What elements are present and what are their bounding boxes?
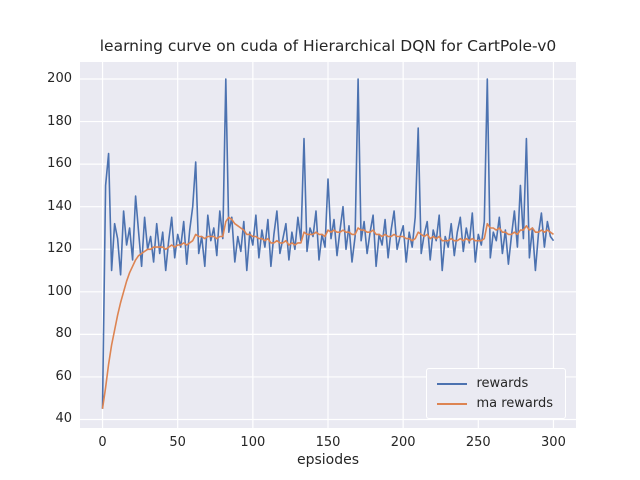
rewards-line	[101, 78, 555, 409]
legend-item-rewards: rewards	[437, 377, 553, 390]
x-tick-label: 200	[390, 435, 416, 450]
plot-svg	[80, 62, 576, 428]
x-axis-label: epsiodes	[296, 452, 360, 468]
x-tick-label: 250	[465, 435, 491, 450]
legend-item-ma-rewards: ma rewards	[437, 397, 553, 410]
y-tick-label: 100	[47, 283, 72, 299]
legend-label-ma-rewards: ma rewards	[476, 396, 553, 411]
plot-area: rewards ma rewards	[80, 62, 576, 428]
ma-rewards-line-swatch	[437, 402, 468, 405]
x-tick-label: 0	[98, 435, 107, 450]
y-tick-label: 200	[47, 71, 72, 87]
legend-label-rewards: rewards	[476, 376, 529, 391]
y-tick-label: 40	[55, 411, 72, 427]
x-tick-label: 300	[541, 435, 566, 450]
x-tick-label: 50	[169, 435, 186, 450]
y-tick-label: 80	[55, 326, 72, 342]
y-tick-label: 120	[47, 241, 72, 257]
legend: rewards ma rewards	[426, 368, 566, 419]
y-tick-label: 60	[55, 368, 72, 384]
x-tick-label: 150	[315, 435, 341, 450]
y-tick-label: 160	[47, 156, 72, 172]
chart-title: learning curve on cuda of Hierarchical D…	[99, 37, 557, 55]
y-tick-label: 140	[47, 198, 72, 214]
ma-rewards-line	[101, 216, 554, 409]
rewards-line-swatch	[437, 382, 468, 385]
x-tick-label: 100	[240, 435, 266, 450]
y-tick-label: 180	[47, 113, 72, 129]
